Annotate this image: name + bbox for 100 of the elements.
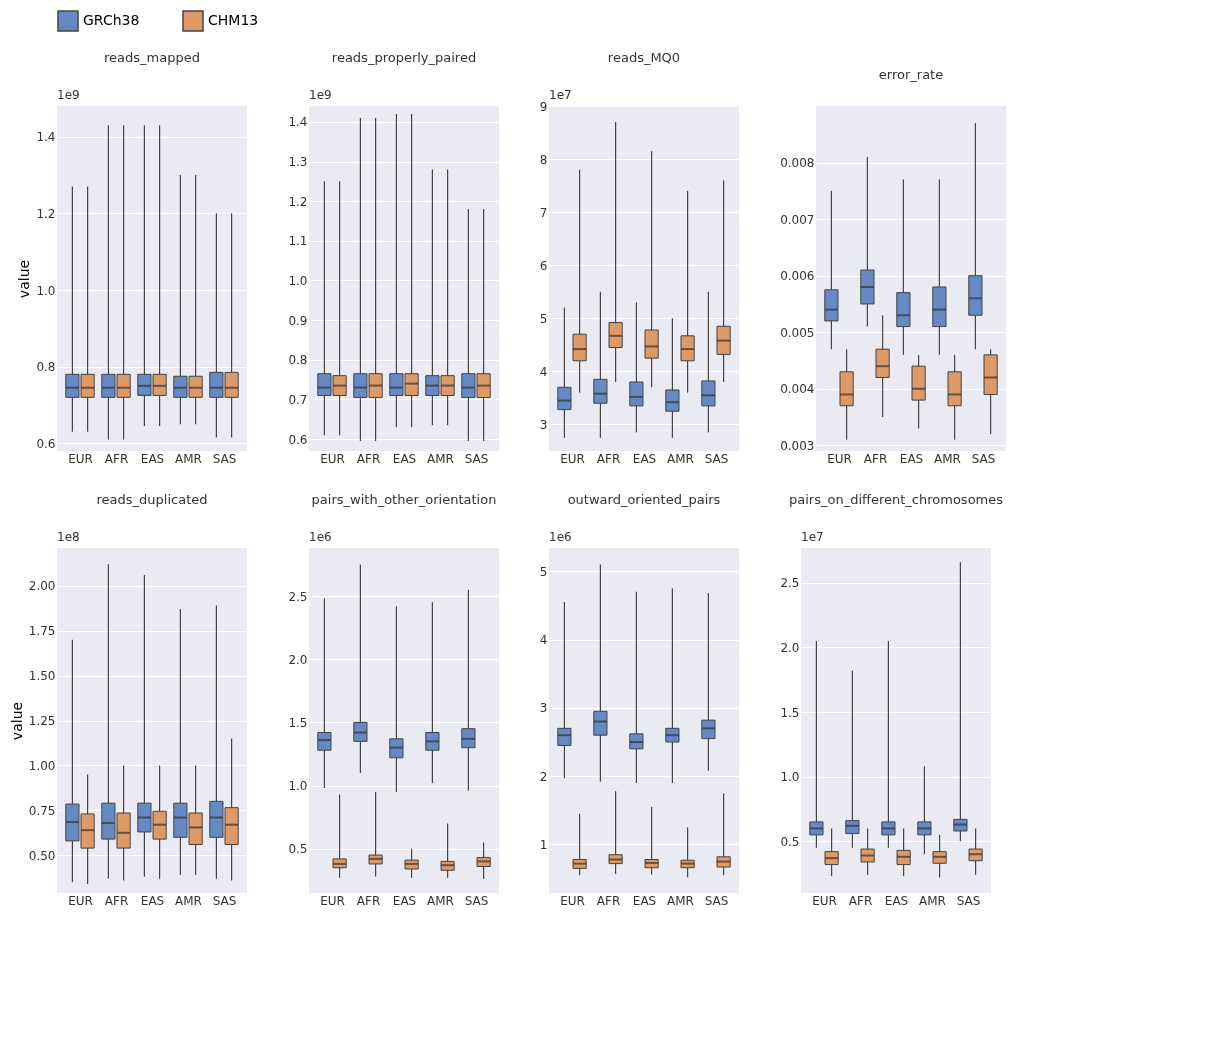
text: 1e9 [309, 88, 332, 102]
y-axis-title: value [8, 701, 25, 741]
chart-title: pairs_with_other_orientation [311, 492, 497, 507]
y-tick-label: 1.00 [28, 758, 56, 773]
x-tick-label: AMR [427, 451, 454, 466]
y-tick-label: 0.8 [36, 360, 56, 375]
text: 1e7 [549, 88, 572, 102]
y-tick-label: 0.7 [288, 392, 308, 407]
y-tick-label: 2.5 [288, 589, 308, 604]
x-tick-label: AMR [175, 893, 202, 908]
y-tick-label: 1.5 [288, 715, 308, 730]
text: 1e8 [57, 530, 80, 544]
y-tick-label: 1.25 [28, 714, 56, 728]
x-tick-label: EUR [560, 893, 585, 908]
x-tick-label: AMR [934, 451, 961, 466]
y-tick-label: 9 [539, 99, 548, 114]
y-tick-label: 1.4 [288, 115, 308, 130]
x-tick-label: AMR [919, 893, 946, 908]
x-tick-label: EUR [812, 893, 837, 908]
y-tick-label: 1.4 [36, 130, 56, 145]
y-tick-label: 2.5 [780, 576, 800, 591]
y-tick-label: 0.6 [288, 432, 308, 447]
y-tick-label: 1.50 [28, 669, 56, 684]
y-tick-label: 7 [539, 205, 548, 220]
y-tick-label: 4 [539, 364, 548, 379]
y-tick-label: 3 [539, 701, 548, 716]
y-tick-label: 1.75 [28, 624, 56, 639]
y-tick-label: 1.0 [288, 273, 308, 288]
y-tick-label: 0.75 [28, 803, 56, 818]
legend-label: GRCh38 [83, 12, 140, 28]
chart-title: reads_duplicated [96, 492, 208, 507]
y-tick-label: 0.8 [288, 353, 308, 368]
text: 1e6 [309, 530, 332, 544]
text: 1e9 [57, 88, 80, 102]
x-tick-label: SAS [464, 893, 489, 908]
y-tick-label: 0.5 [780, 834, 800, 849]
text: 1e6 [549, 530, 572, 544]
x-tick-label: EUR [68, 893, 93, 908]
y-tick-label: 2.0 [780, 640, 800, 655]
y-tick-label: 0.5 [288, 842, 308, 857]
x-tick-label: AMR [667, 451, 694, 466]
y-tick-label: 0.50 [28, 848, 56, 863]
x-tick-label: EAS [632, 451, 657, 466]
x-tick-label: SAS [956, 893, 981, 908]
x-tick-label: AMR [667, 893, 694, 908]
y-tick-label: 2.0 [288, 652, 308, 667]
y-tick-label: 0.6 [36, 436, 56, 451]
y-tick-label: 1.0 [780, 770, 800, 785]
y-tick-label: 8 [539, 152, 548, 167]
x-tick-label: EAS [884, 893, 909, 908]
y-tick-label: 1.2 [36, 206, 56, 221]
y-tick-label: 0.006 [780, 269, 815, 284]
y-tick-label: 3 [539, 417, 548, 432]
x-tick-label: AMR [175, 451, 202, 466]
y-tick-label: 0.007 [780, 212, 815, 227]
y-tick-label: 5 [539, 311, 548, 326]
x-tick-label: AFR [848, 893, 873, 908]
chart-title: error_rate [878, 67, 944, 82]
x-tick-label: EUR [68, 451, 93, 466]
y-tick-label: 4 [539, 633, 548, 648]
x-tick-label: AFR [596, 451, 621, 466]
y-tick-label: 1.0 [288, 779, 308, 794]
chart-title: outward_oriented_pairs [567, 492, 721, 507]
x-tick-label: EUR [320, 893, 345, 908]
x-tick-label: EAS [392, 451, 417, 466]
x-tick-label: EAS [140, 893, 165, 908]
y-tick-label: 0.008 [780, 156, 815, 171]
x-tick-label: AFR [863, 451, 888, 466]
x-tick-label: EUR [320, 451, 345, 466]
y-tick-label: 2.00 [28, 579, 56, 594]
x-tick-label: AMR [427, 893, 454, 908]
x-tick-label: SAS [212, 451, 237, 466]
x-tick-label: EAS [632, 893, 657, 908]
x-tick-label: SAS [971, 451, 996, 466]
y-tick-label: 6 [539, 258, 548, 273]
y-tick-label: 1.3 [288, 155, 308, 170]
x-tick-label: SAS [704, 893, 729, 908]
y-axis-title: value [16, 259, 33, 299]
x-tick-label: EAS [899, 451, 924, 466]
y-tick-label: 0.9 [288, 313, 308, 328]
text: 1e7 [801, 530, 824, 544]
x-tick-label: AFR [104, 451, 129, 466]
x-tick-label: EAS [140, 451, 165, 466]
x-tick-label: SAS [464, 451, 489, 466]
x-tick-label: EUR [560, 451, 585, 466]
x-tick-label: AFR [356, 451, 381, 466]
chart-title: reads_mapped [104, 50, 200, 65]
y-tick-label: 1.0 [36, 283, 56, 298]
y-tick-label: 1.2 [288, 194, 308, 209]
x-tick-label: AFR [356, 893, 381, 908]
chart-title: reads_properly_paired [331, 50, 477, 65]
x-tick-label: SAS [704, 451, 729, 466]
x-tick-label: SAS [212, 893, 237, 908]
x-tick-label: AFR [104, 893, 129, 908]
y-tick-label: 1 [539, 838, 548, 852]
y-tick-label: 2 [539, 769, 548, 784]
y-tick-label: 1.5 [780, 705, 800, 720]
y-tick-label: 0.003 [780, 438, 815, 453]
x-tick-label: EAS [392, 893, 417, 908]
y-tick-label: 5 [539, 564, 548, 579]
